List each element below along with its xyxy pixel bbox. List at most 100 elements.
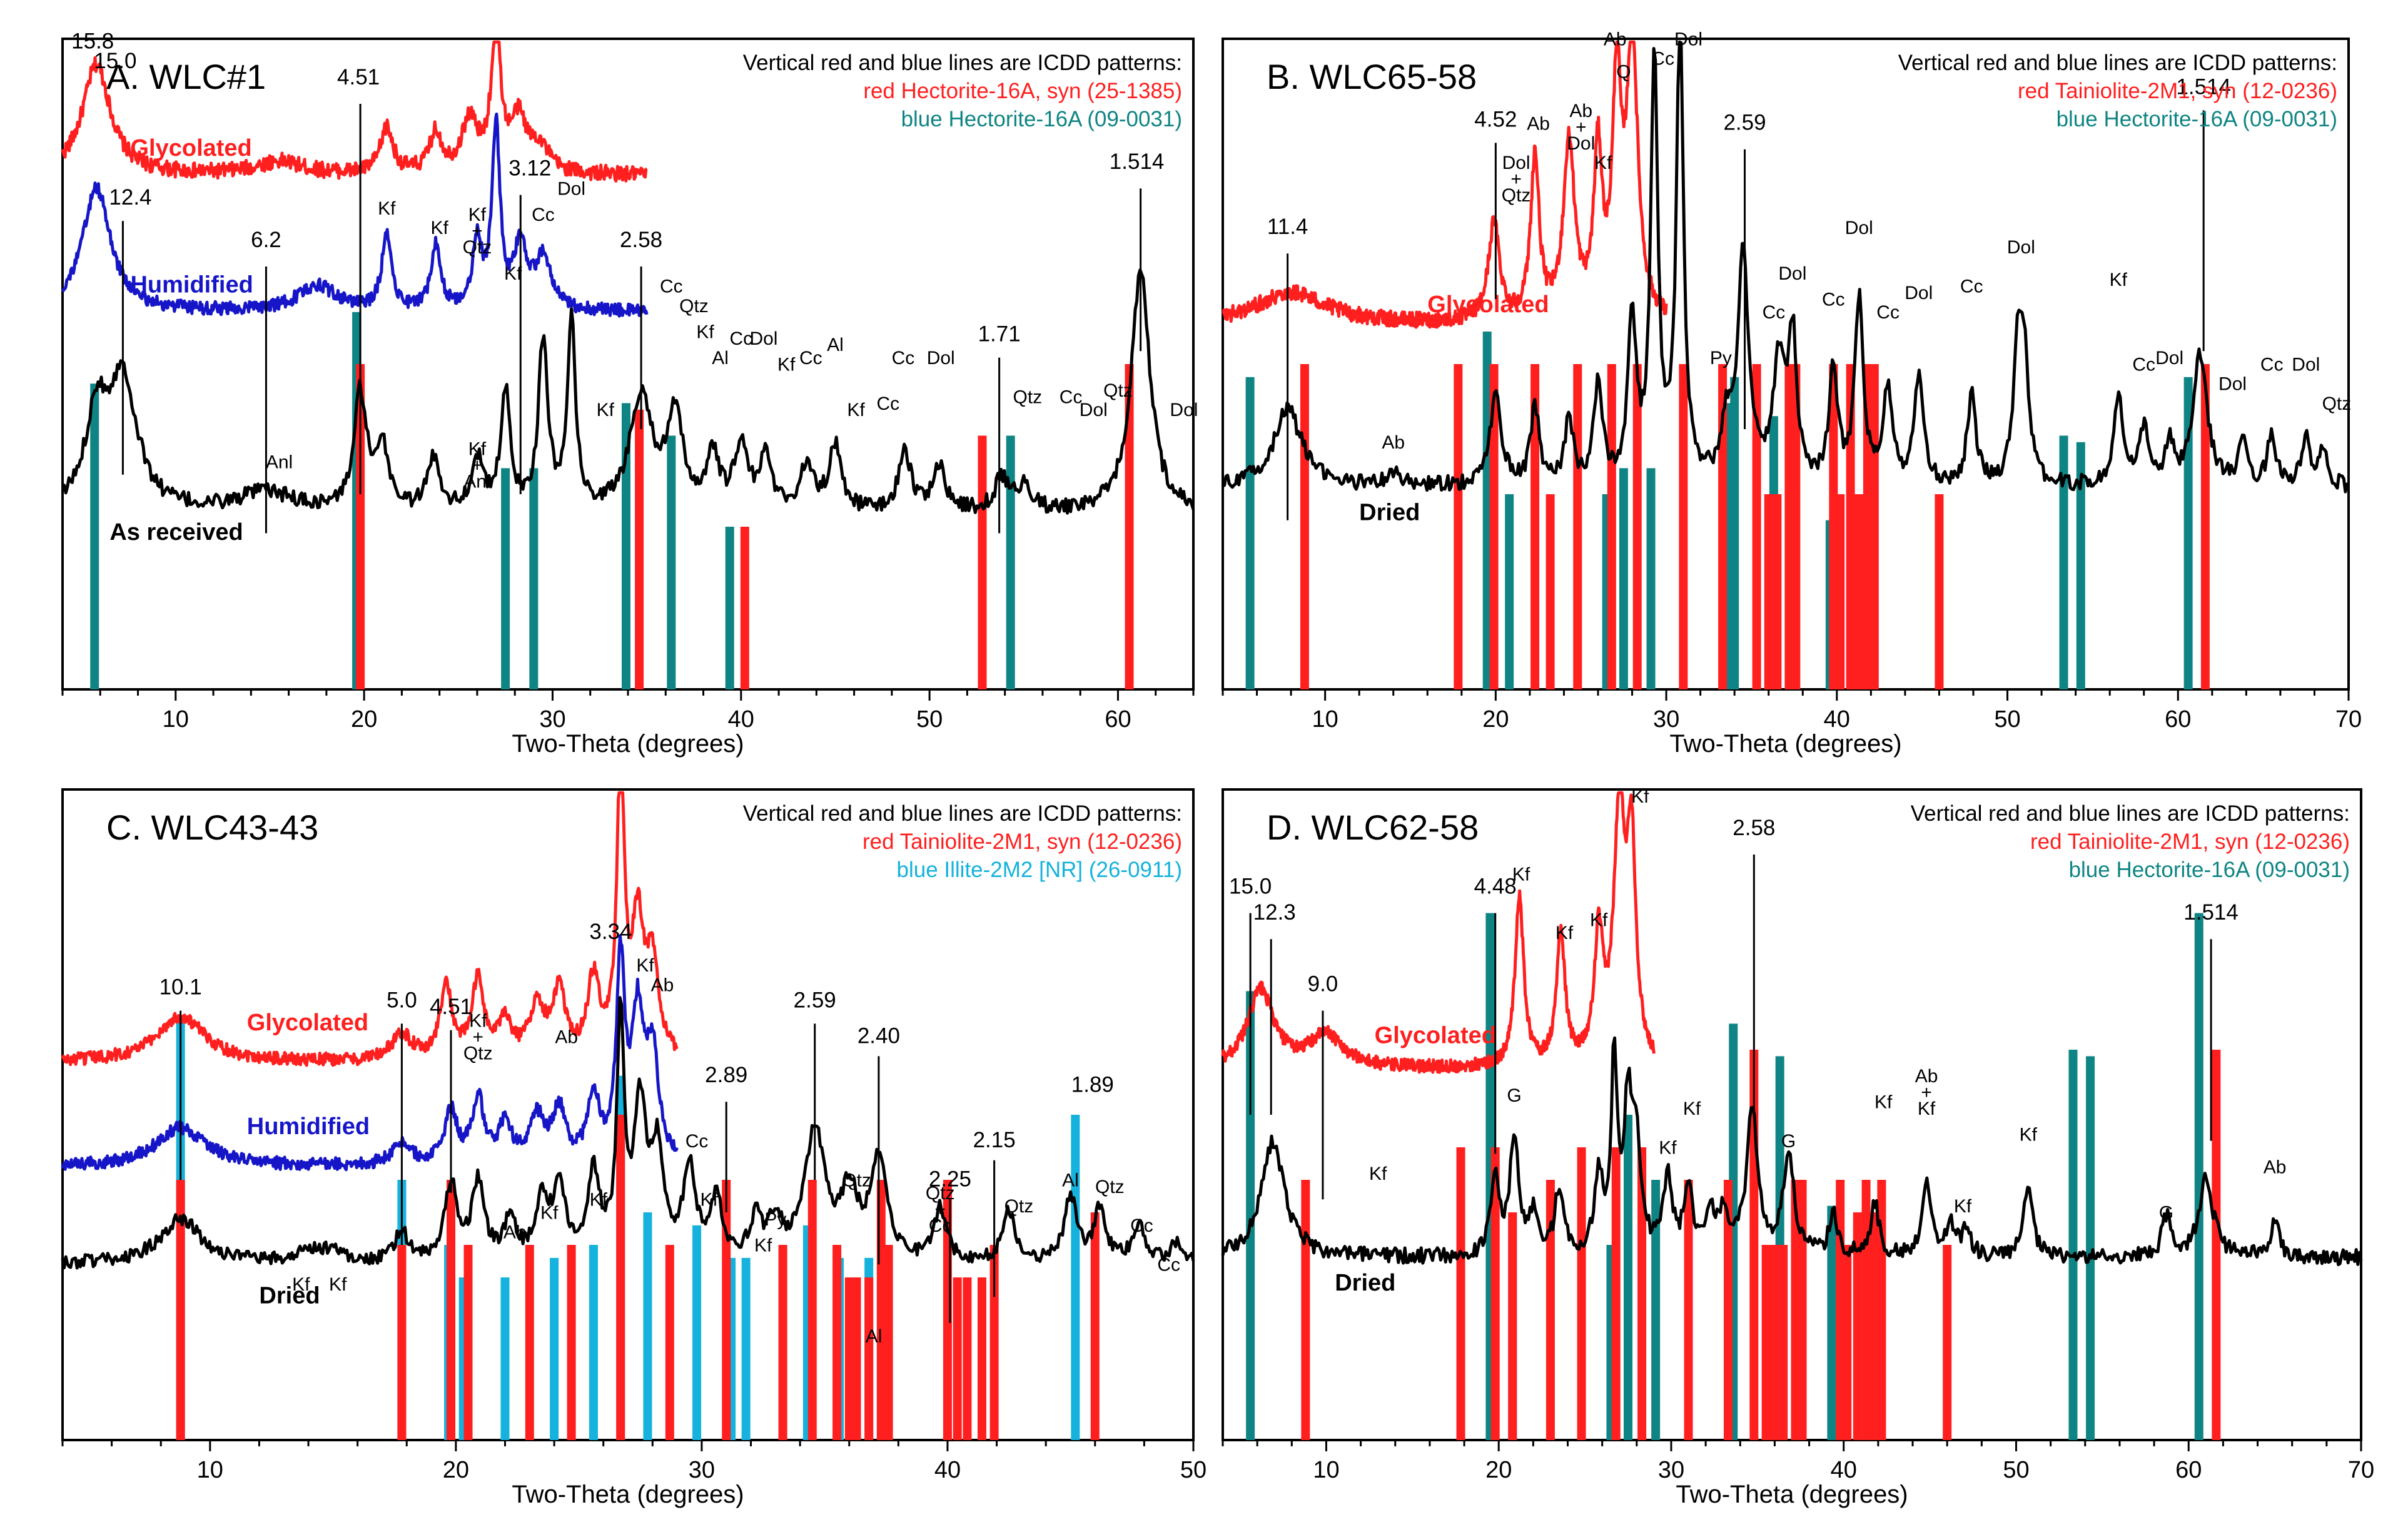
mineral-label: Kf: [754, 1235, 772, 1256]
icdd-blue-line: [1827, 1205, 1836, 1440]
legend-header: Vertical red and blue lines are ICDD pat…: [1898, 51, 2337, 75]
icdd-blue-line: [2059, 435, 2068, 689]
plot-frame: [61, 788, 1195, 1441]
mineral-label: Al: [712, 348, 729, 368]
mineral-label: Dol: [1905, 283, 1933, 303]
dspacing-label: 12.4: [109, 185, 151, 210]
x-tick-label: 40: [728, 706, 754, 733]
mineral-label: Ab: [1915, 1066, 1938, 1087]
icdd-blue-line: [501, 468, 510, 689]
mineral-label: Kf: [292, 1274, 310, 1295]
series-line-glycolated: [61, 40, 648, 183]
series-line-dried: [61, 996, 1195, 1270]
x-tick-label: 50: [2003, 1457, 2029, 1483]
mineral-label: Cc: [1651, 49, 1674, 69]
mineral-label: Dol: [1170, 400, 1198, 420]
mineral-label: Dol: [749, 328, 777, 349]
dspacing-label: 12.3: [1253, 900, 1296, 925]
x-tick-label: 40: [1831, 1457, 1857, 1483]
icdd-red-line: [1784, 364, 1794, 689]
icdd-red-line: [1764, 494, 1773, 689]
mineral-label: Kf: [1556, 923, 1574, 943]
series-label: Dried: [1335, 1270, 1395, 1296]
mineral-label: Qtz: [1013, 387, 1042, 407]
icdd-red-line: [447, 1180, 456, 1440]
series-line-glycolated: [61, 791, 679, 1067]
icdd-red-line: [1573, 364, 1582, 689]
panel-title: B. WLC65-58: [1267, 57, 1477, 96]
icdd-red-line: [1508, 1212, 1517, 1440]
dspacing-label: 2.40: [857, 1024, 900, 1048]
mineral-label: Ab: [651, 975, 674, 995]
legend-red-entry: red Hectorite-16A, syn (25-1385): [863, 79, 1182, 103]
series-label: Glycolated: [1375, 1023, 1496, 1049]
dspacing-label: 4.51: [337, 65, 380, 89]
icdd-red-line: [953, 1277, 962, 1440]
mineral-label: Ab: [555, 1027, 578, 1048]
mineral-label: Cc: [2132, 354, 2155, 375]
icdd-red-line: [1637, 1147, 1647, 1440]
x-tick-label: 20: [351, 706, 377, 733]
icdd-blue-line: [1730, 377, 1739, 689]
mineral-label: Al: [827, 335, 844, 355]
icdd-blue-line: [621, 403, 630, 689]
dspacing-label: 2.58: [1733, 816, 1775, 840]
mineral-label: Dol: [2218, 374, 2247, 395]
mineral-label: Cc: [532, 205, 555, 225]
mineral-label: Anl: [463, 472, 490, 492]
mineral-label: Cc: [685, 1131, 709, 1152]
icdd-red-line: [176, 1180, 185, 1440]
x-tick-label: 10: [197, 1457, 223, 1483]
x-tick-label: 30: [1658, 1457, 1684, 1483]
mineral-label: Cc: [799, 348, 822, 368]
icdd-red-line: [2200, 364, 2210, 689]
mineral-label: +: [472, 1027, 483, 1048]
mineral-label: Dol: [1080, 400, 1108, 420]
mineral-label: Cc: [1157, 1255, 1180, 1276]
icdd-red-line: [1791, 1180, 1800, 1440]
dspacing-label: 10.1: [159, 975, 202, 1000]
mineral-label: Kf: [2020, 1125, 2038, 1145]
dspacing-label: 2.89: [705, 1063, 747, 1087]
mineral-label: Ab: [1604, 29, 1627, 49]
legend-header: Vertical red and blue lines are ICDD pat…: [743, 801, 1182, 826]
mineral-label: Kf: [590, 1190, 608, 1210]
series-label: Dried: [259, 1283, 320, 1309]
mineral-label: Ab: [1569, 101, 1592, 121]
icdd-red-line: [1530, 364, 1540, 689]
mineral-label: Ab: [503, 1222, 527, 1243]
dspacing-label: 15.0: [1229, 874, 1272, 898]
dspacing-label: 11.4: [1267, 215, 1308, 239]
x-tick-label: 20: [1485, 1457, 1512, 1483]
icdd-red-line: [1791, 364, 1801, 689]
icdd-red-line: [1611, 1147, 1621, 1440]
icdd-red-line: [1773, 494, 1782, 689]
icdd-blue-line: [589, 1245, 598, 1440]
icdd-red-line: [1761, 1245, 1771, 1440]
dspacing-label: 15.0: [94, 49, 136, 73]
icdd-red-line: [1854, 494, 1864, 689]
icdd-red-line: [1853, 1212, 1862, 1440]
icdd-red-line: [665, 1245, 674, 1440]
mineral-label: Kf: [469, 1011, 487, 1032]
x-tick-label: 20: [443, 1457, 469, 1483]
icdd-red-line: [977, 1277, 986, 1440]
mineral-label: Kf: [1874, 1092, 1893, 1113]
icdd-red-line: [1798, 1180, 1807, 1440]
panel-A: Glycolated Humidified As received 15.815.0 1…: [61, 29, 1198, 758]
dspacing-label: 6.2: [251, 228, 281, 252]
mineral-label: Cc: [1822, 289, 1845, 310]
dspacing-label: 2.25: [929, 1167, 971, 1191]
icdd-blue-line: [692, 1225, 702, 1440]
icdd-blue-line: [725, 527, 734, 689]
icdd-red-line: [1752, 364, 1761, 689]
dspacing-label: 1.514: [1110, 150, 1165, 174]
icdd-blue-line: [1651, 1180, 1661, 1440]
x-axis-label: Two-Theta (degrees): [512, 1481, 744, 1508]
x-tick-label: 70: [2335, 706, 2362, 733]
icdd-red-line: [989, 1245, 999, 1440]
dspacing-label: 1.71: [978, 322, 1021, 347]
icdd-red-line: [1679, 364, 1688, 689]
